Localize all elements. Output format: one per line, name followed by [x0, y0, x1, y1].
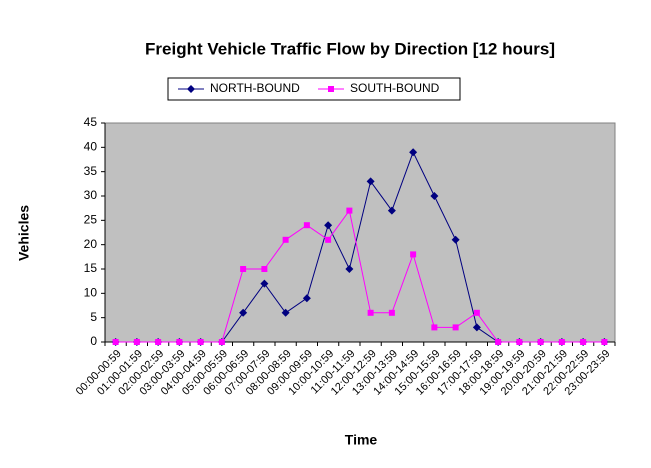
data-point	[537, 339, 544, 345]
data-point	[388, 309, 395, 316]
y-tick-label: 15	[84, 261, 98, 275]
y-axis-label: Vehicles	[16, 205, 32, 261]
data-point	[324, 221, 333, 230]
x-axis-label: Time	[345, 432, 378, 448]
data-point	[240, 266, 247, 272]
data-point	[261, 266, 268, 272]
data-point	[346, 207, 353, 214]
y-tick-label: 0	[90, 334, 97, 348]
series-line	[115, 209, 605, 343]
data-point	[580, 339, 587, 345]
data-point	[387, 206, 396, 215]
data-point	[155, 339, 162, 345]
y-tick-label: 30	[84, 188, 98, 202]
data-point	[176, 339, 183, 345]
data-point	[410, 251, 417, 258]
data-point	[345, 265, 354, 273]
data-point	[197, 339, 204, 345]
legend-marker	[328, 86, 334, 92]
data-point	[303, 222, 310, 229]
data-point	[409, 148, 418, 157]
y-tick-label: 25	[84, 213, 98, 227]
data-point	[302, 294, 311, 303]
data-point	[112, 339, 119, 345]
legend: NORTH-BOUND SOUTH-BOUND	[167, 77, 461, 101]
legend-label: NORTH-BOUND	[210, 81, 300, 95]
y-tick-label: 5	[90, 310, 97, 324]
data-point	[430, 192, 439, 200]
data-point	[366, 177, 375, 186]
data-point	[452, 324, 459, 331]
data-point	[218, 339, 225, 345]
data-point	[601, 339, 608, 345]
y-tick-label: 20	[84, 237, 98, 251]
plot-area	[104, 122, 616, 343]
data-point	[516, 339, 523, 345]
y-tick-label: 40	[84, 140, 98, 154]
legend-marker	[187, 85, 195, 93]
data-point	[367, 309, 374, 316]
y-tick-label: 45	[84, 115, 98, 129]
data-point	[260, 279, 269, 288]
legend-label: SOUTH-BOUND	[350, 81, 440, 95]
legend-box	[167, 77, 461, 101]
chart-title: Freight Vehicle Traffic Flow by Directio…	[145, 39, 555, 58]
data-point	[472, 323, 481, 332]
data-point	[239, 308, 248, 317]
data-point	[282, 236, 289, 243]
data-point	[431, 324, 438, 331]
data-point	[133, 339, 140, 345]
data-point	[473, 309, 480, 316]
y-tick-label: 35	[84, 164, 98, 178]
data-point	[451, 235, 460, 244]
data-point	[281, 308, 290, 317]
data-point	[495, 339, 502, 345]
data-point	[325, 236, 332, 243]
data-point	[558, 339, 565, 345]
y-tick-label: 10	[84, 286, 98, 300]
